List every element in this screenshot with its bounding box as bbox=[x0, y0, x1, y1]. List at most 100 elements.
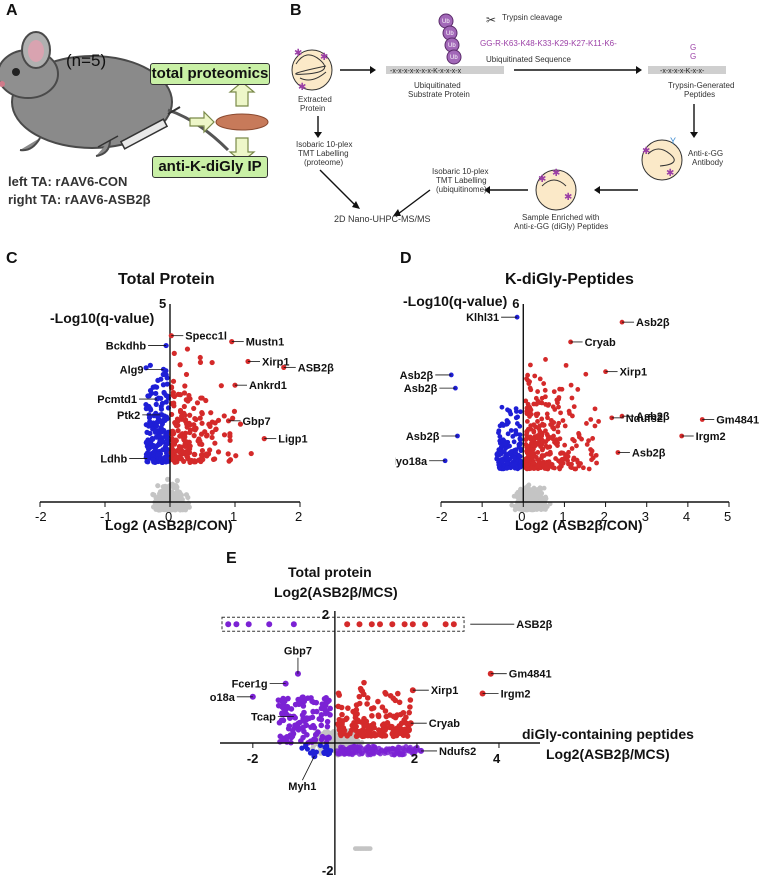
point-asb2-up bbox=[401, 621, 408, 628]
point-down bbox=[159, 429, 165, 435]
point-up-both bbox=[369, 713, 375, 719]
point-down bbox=[505, 419, 511, 424]
point-up bbox=[182, 443, 188, 450]
point-down bbox=[318, 711, 325, 718]
point-label: Asb2β bbox=[404, 383, 438, 395]
point-asb2-up bbox=[356, 621, 363, 628]
asb2-highlight-box bbox=[221, 616, 465, 632]
point-asb2-up bbox=[377, 621, 383, 628]
point-up bbox=[576, 434, 582, 440]
x-tick-label: 1 bbox=[559, 509, 566, 524]
point-label: Irgm2 bbox=[696, 431, 726, 443]
label-leader bbox=[302, 756, 315, 781]
point-up bbox=[197, 359, 204, 365]
point-label: Klhl31 bbox=[466, 312, 499, 324]
point-up bbox=[551, 389, 557, 395]
point-up bbox=[199, 447, 206, 454]
point-up bbox=[584, 442, 590, 447]
point-up-both bbox=[382, 732, 389, 739]
point-up bbox=[559, 386, 565, 392]
point-up bbox=[535, 450, 541, 455]
svg-text:✱: ✱ bbox=[564, 192, 572, 203]
point-up bbox=[557, 436, 563, 442]
point-up-both bbox=[365, 732, 372, 738]
point-up bbox=[539, 395, 545, 401]
point-up bbox=[566, 449, 571, 455]
point-up bbox=[184, 346, 191, 352]
point-digly-only bbox=[387, 746, 394, 752]
point-up bbox=[176, 449, 182, 455]
x-tick-label: 2 bbox=[601, 509, 608, 524]
point-ns bbox=[175, 489, 182, 495]
point-ns bbox=[344, 737, 350, 743]
point-label: Ndufs2 bbox=[626, 413, 663, 425]
point-down bbox=[152, 384, 158, 390]
point-asb2-down bbox=[266, 621, 273, 628]
point-ns bbox=[509, 502, 515, 508]
ubiq-substrate-1: Ubiquitinated bbox=[414, 81, 461, 90]
point-up bbox=[198, 452, 205, 458]
point-up bbox=[531, 461, 537, 466]
point-up bbox=[539, 433, 545, 439]
ubiq-seq-label: Ubiquitinated Sequence bbox=[486, 55, 572, 64]
point-up bbox=[203, 397, 209, 404]
x-tick-label: 0 bbox=[165, 509, 172, 524]
chart-c-xlabel: Log2 (ASB2β/CON) bbox=[105, 517, 233, 533]
point-up bbox=[556, 404, 561, 410]
point-asb2-up bbox=[368, 621, 375, 628]
point-up-both bbox=[387, 712, 393, 718]
point-up bbox=[541, 381, 547, 386]
point-up bbox=[199, 410, 205, 416]
point-up-both bbox=[394, 725, 400, 731]
point-up bbox=[534, 440, 539, 446]
point-up-both bbox=[406, 726, 412, 733]
point-down bbox=[510, 462, 516, 468]
chart-c-ylabel-text: -Log10(q-value) bbox=[50, 310, 154, 326]
point-down bbox=[156, 433, 162, 440]
point-up bbox=[545, 415, 550, 421]
x-tick-label: -2 bbox=[247, 751, 259, 766]
point-up bbox=[181, 403, 187, 410]
point-label: Asb2β bbox=[406, 431, 440, 443]
point-up bbox=[204, 453, 210, 459]
svg-text:Ub: Ub bbox=[450, 55, 458, 61]
point-ns bbox=[169, 483, 175, 489]
point-up bbox=[592, 406, 598, 412]
point-down bbox=[310, 699, 317, 706]
point-up bbox=[527, 385, 533, 391]
point-down bbox=[496, 430, 501, 436]
point-up bbox=[231, 408, 238, 414]
point-label: Alg9 bbox=[120, 364, 144, 376]
point-up bbox=[186, 439, 192, 445]
svg-text:✱: ✱ bbox=[642, 146, 650, 157]
point-ns bbox=[165, 476, 171, 483]
point-up-both bbox=[393, 732, 400, 739]
point-up bbox=[552, 465, 557, 471]
point-up-both bbox=[353, 728, 360, 735]
point-up-both bbox=[377, 732, 384, 738]
point-down-blue bbox=[321, 750, 327, 757]
point-down bbox=[517, 453, 523, 459]
point-up-both bbox=[359, 733, 366, 740]
point-down bbox=[295, 726, 302, 733]
point-down bbox=[517, 442, 523, 448]
ubiquitin-stack-icon: Ub Ub Ub Ub bbox=[438, 13, 462, 65]
point-up bbox=[192, 451, 198, 458]
point-digly-only bbox=[392, 746, 399, 752]
point-up-both bbox=[379, 704, 386, 710]
point-up bbox=[537, 376, 543, 382]
point-up-both bbox=[364, 695, 371, 701]
point-up bbox=[528, 442, 534, 448]
trypsin-gen-1: Trypsin-Generated bbox=[668, 81, 734, 90]
point-down bbox=[326, 735, 332, 741]
point-up bbox=[583, 371, 589, 377]
point-down bbox=[154, 419, 160, 425]
point-asb2-down bbox=[225, 621, 232, 628]
point-down bbox=[283, 711, 290, 717]
point-down bbox=[504, 460, 510, 466]
point-up bbox=[170, 378, 177, 384]
point-label: ASB2β bbox=[516, 619, 552, 631]
point-up bbox=[528, 436, 533, 442]
point-up bbox=[557, 466, 563, 472]
point-down bbox=[144, 429, 150, 435]
